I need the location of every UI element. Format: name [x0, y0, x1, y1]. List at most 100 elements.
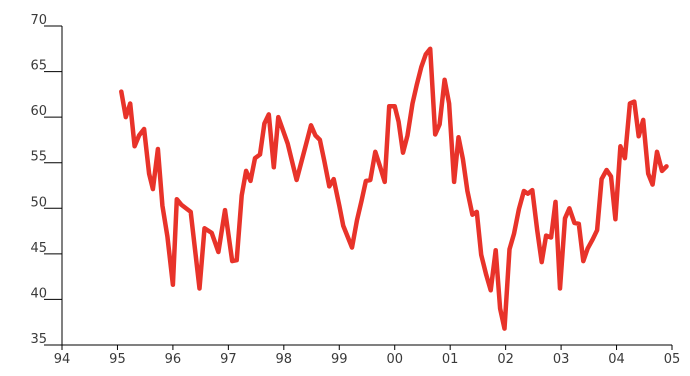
data-point [647, 172, 649, 175]
data-point [157, 148, 159, 150]
data-point [263, 122, 266, 125]
data-point [224, 209, 226, 211]
data-point [518, 208, 520, 210]
data-point [198, 287, 201, 290]
data-point [161, 204, 164, 207]
data-point [268, 113, 270, 116]
data-point [245, 170, 247, 172]
y-tick-label: 70 [30, 13, 47, 28]
data-point [319, 139, 321, 141]
data-point [485, 274, 488, 276]
data-point [536, 229, 538, 231]
data-point [374, 151, 377, 153]
data-point [596, 229, 598, 231]
data-point [434, 133, 437, 136]
data-point [471, 213, 474, 216]
data-point [402, 151, 404, 154]
data-point [624, 157, 626, 159]
data-point [138, 134, 140, 137]
data-point [176, 198, 178, 200]
data-point [591, 238, 594, 241]
data-point [143, 128, 145, 130]
data-point [125, 116, 127, 118]
data-point [508, 248, 511, 251]
data-point [231, 260, 233, 262]
data-point [523, 190, 525, 192]
data-point [210, 232, 213, 234]
data-point [416, 83, 418, 86]
data-point [568, 207, 571, 210]
data-point [661, 170, 663, 172]
data-point [203, 227, 206, 230]
x-tick-label: 03 [553, 352, 570, 367]
x-tick-label: 98 [276, 352, 293, 367]
data-point [527, 192, 529, 195]
data-point [189, 211, 192, 213]
y-tick-label: 40 [30, 286, 47, 301]
data-point [328, 185, 331, 188]
data-point [277, 116, 280, 118]
data-point [457, 136, 460, 138]
data-point [420, 66, 423, 68]
x-tick-label: 99 [331, 352, 348, 367]
data-point [286, 142, 289, 145]
data-point [259, 153, 261, 156]
data-point [448, 102, 450, 105]
y-tick-label: 55 [30, 150, 47, 165]
data-point [466, 190, 469, 192]
data-point [369, 179, 372, 181]
data-point [462, 158, 464, 160]
data-point [443, 79, 446, 81]
data-point [152, 188, 154, 190]
data-point [564, 217, 566, 220]
y-tick-label: 60 [30, 104, 47, 119]
x-tick-label: 95 [109, 352, 126, 367]
data-point [397, 120, 400, 123]
data-point [388, 105, 391, 107]
data-point [545, 234, 547, 237]
data-point [540, 261, 543, 263]
data-point [637, 135, 640, 138]
data-point [351, 246, 353, 249]
data-point [494, 249, 497, 251]
data-point [254, 157, 256, 159]
data-point [600, 178, 603, 180]
data-point [629, 102, 631, 105]
y-axis: 35 40 45 50 55 60 65 70 [30, 13, 63, 347]
x-tick-label: 01 [442, 352, 459, 367]
data-point [438, 123, 441, 126]
data-point [610, 175, 612, 178]
data-point [148, 172, 150, 175]
x-tick-label: 96 [165, 352, 182, 367]
data-point [133, 145, 136, 148]
x-tick-label: 97 [220, 352, 237, 367]
data-point [633, 100, 636, 103]
data-point [582, 260, 585, 262]
data-point [489, 289, 492, 292]
data-point [605, 169, 608, 171]
x-tick-label: 04 [608, 352, 625, 367]
data-point [550, 236, 552, 239]
data-point [305, 143, 307, 146]
data-point [342, 224, 345, 227]
data-point [323, 160, 326, 162]
data-point [356, 219, 358, 221]
data-point [314, 134, 317, 137]
data-point [531, 189, 534, 191]
data-point [642, 119, 644, 121]
data-point [425, 53, 427, 56]
data-point [332, 178, 335, 180]
x-tick-label: 02 [497, 352, 514, 367]
data-point [619, 145, 622, 148]
data-point [476, 211, 478, 213]
x-axis: 94 95 96 97 98 99 00 01 02 03 04 05 [54, 344, 680, 367]
data-point [406, 134, 409, 137]
data-point [614, 218, 617, 220]
x-tick-label: 00 [386, 352, 403, 367]
data-point [429, 48, 432, 50]
data-point [338, 204, 341, 207]
x-tick-label: 94 [54, 352, 71, 367]
data-point [578, 223, 580, 225]
data-point [365, 180, 367, 182]
